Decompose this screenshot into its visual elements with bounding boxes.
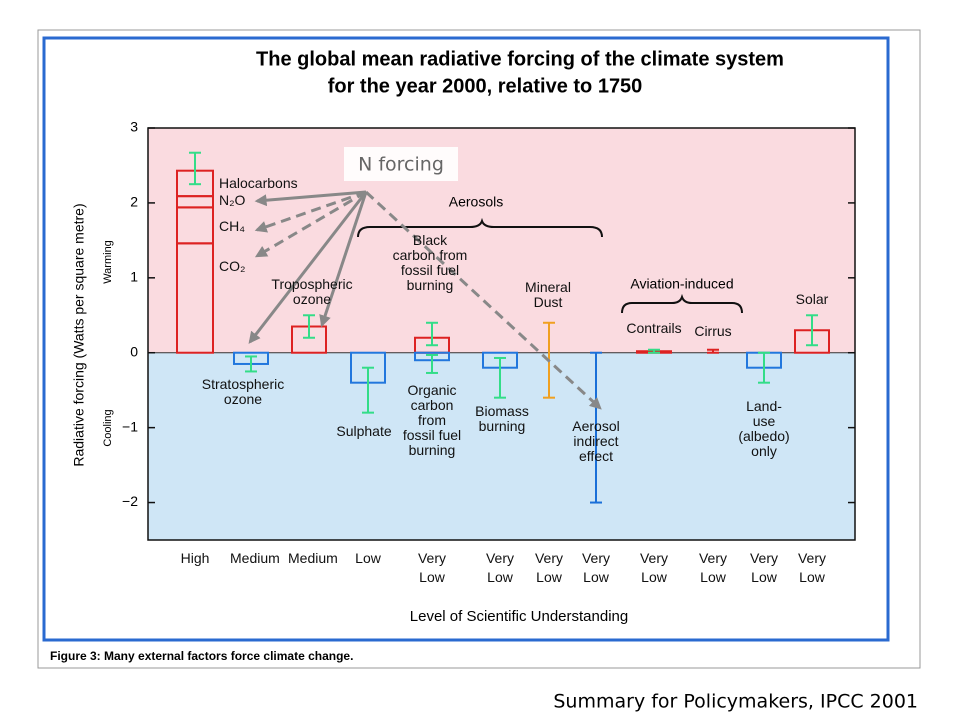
callout-box <box>344 147 458 181</box>
forcing-label: Organic carbon from fossil fuel burning <box>402 382 462 458</box>
warming-label: Warming <box>102 240 114 284</box>
forcing-label: Halocarbons <box>219 175 298 191</box>
aviation-brace <box>621 293 743 314</box>
x-tick-label: Medium <box>230 550 280 566</box>
x-tick-label: Low <box>355 550 381 566</box>
forcing-label: Tropospheric ozone <box>271 276 353 307</box>
arrow <box>254 190 367 258</box>
x-tick-label: Very Low <box>698 550 727 585</box>
chart-title: The global mean radiative forcing of the… <box>256 48 784 70</box>
arrow <box>248 191 368 344</box>
plot-border <box>147 127 856 541</box>
arrow <box>319 191 368 328</box>
x-tick-label: High <box>180 550 210 566</box>
y-tick-label: −2 <box>122 493 138 509</box>
x-tick-label: Very Low <box>417 550 446 585</box>
arrow <box>364 190 602 410</box>
y-tick-label: 3 <box>130 119 138 135</box>
forcing-label: Cirrus <box>694 323 732 339</box>
y-tick-label: 0 <box>130 343 138 359</box>
x-tick-label: Very Low <box>797 550 826 585</box>
cooling-label: Cooling <box>102 409 114 446</box>
source: Summary for Policymakers, IPCC 2001 <box>553 691 918 713</box>
cooling-background <box>148 352 855 540</box>
plot-area: −2 −1 0 1 2 3 <box>122 119 856 541</box>
forcing-label: Solar <box>795 291 829 307</box>
chart-title: for the year 2000, relative to 1750 <box>328 75 643 97</box>
x-tick-label: Very Low <box>534 550 563 585</box>
callout-arrows <box>248 190 602 410</box>
forcing-label: Black carbon from fossil fuel burning <box>392 232 468 293</box>
x-axis-label: Level of Scientific Understanding <box>410 608 628 625</box>
forcing-label: Sulphate <box>336 423 392 439</box>
x-tick-label: Medium <box>288 550 338 566</box>
x-tick-label: Very Low <box>749 550 778 585</box>
forcing-label: Contrails <box>626 320 682 336</box>
x-tick-label: Very Low <box>639 550 668 585</box>
arrow <box>254 190 367 233</box>
caption: Figure 3: Many external factors force cl… <box>50 649 353 663</box>
forcing-label: Land-use (albedo) only <box>738 398 790 459</box>
forcing-label: Mineral Dust <box>525 279 571 310</box>
y-tick-label: 1 <box>130 269 138 285</box>
arrow <box>254 190 367 207</box>
x-tick-label: Very Low <box>581 550 610 585</box>
forcing-label: CO₂ <box>219 258 246 274</box>
y-tick-label: 2 <box>130 194 138 210</box>
group-label: Aviation-induced <box>630 276 733 292</box>
y-axis-label: Radiative forcing (Watts per square metr… <box>71 203 87 466</box>
forcing-label: CH₄ <box>219 218 245 234</box>
aerosols-brace <box>357 217 603 238</box>
forcing-label: Stratospheric ozone <box>201 376 285 407</box>
callout: N forcing <box>358 154 444 176</box>
forcing-label: Aerosol indirect effect <box>572 418 620 464</box>
forcing-label: N₂O <box>219 192 246 208</box>
forcing-label: Biomass burning <box>475 403 529 434</box>
y-tick-label: −1 <box>122 418 138 434</box>
group-label: Aerosols <box>449 194 503 210</box>
x-tick-label: Very Low <box>485 550 514 585</box>
figure-frame <box>42 36 890 642</box>
